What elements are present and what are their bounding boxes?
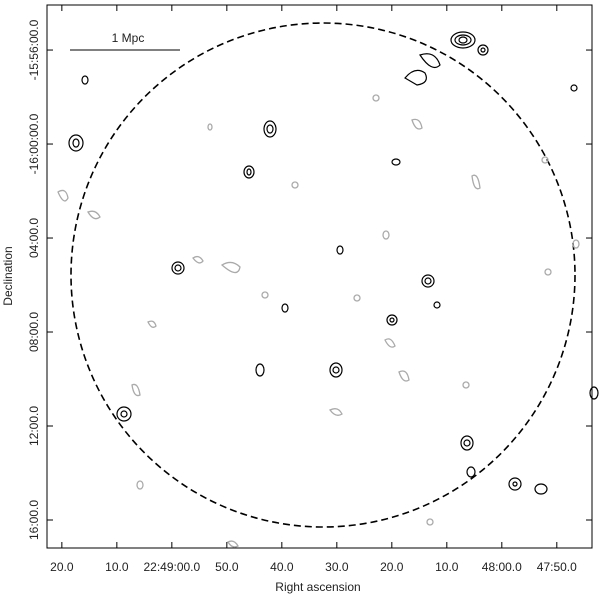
y-tick-label: -15:56:00.0	[27, 19, 41, 80]
x-axis-label: Right ascension	[275, 580, 360, 594]
x-tick-label: 22:49:00.0	[143, 560, 200, 574]
x-tick-label: 10.0	[435, 560, 459, 574]
y-tick-label: 12:00.0	[27, 406, 41, 446]
y-tick-label: 04:00.0	[27, 218, 41, 258]
x-tick-label: 20.0	[50, 560, 74, 574]
aperture-circle	[70, 22, 576, 528]
scale-bar-label: 1 Mpc	[112, 31, 145, 45]
y-axis-label: Declination	[1, 246, 15, 305]
x-tick-label: 47:50.0	[537, 560, 577, 574]
x-tick-label: 10.0	[105, 560, 129, 574]
noise-contours	[57, 94, 580, 548]
y-tick-label: -16:00:00.0	[27, 113, 41, 174]
source-contours	[68, 31, 599, 495]
y-tick-label: 16:00.0	[27, 500, 41, 540]
x-tick-label: 50.0	[215, 560, 239, 574]
x-tick-label: 40.0	[270, 560, 294, 574]
y-tick-label: 08:00.0	[27, 312, 41, 352]
plot-frame	[46, 4, 593, 549]
x-tick-label: 20.0	[380, 560, 404, 574]
x-tick-label: 48:00.0	[482, 560, 522, 574]
x-tick-label: 30.0	[325, 560, 349, 574]
